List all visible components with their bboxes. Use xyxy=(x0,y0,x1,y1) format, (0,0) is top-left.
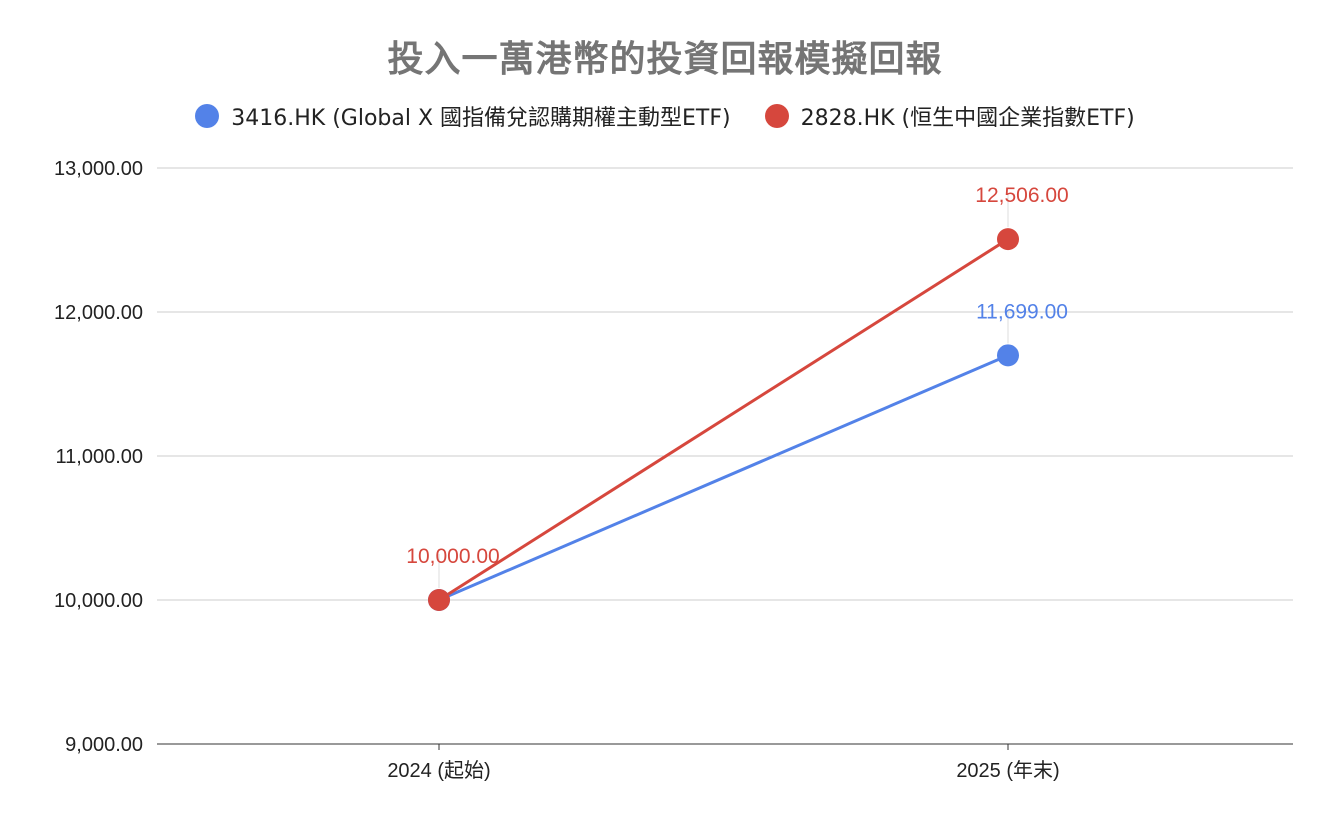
y-tick-label: 11,000.00 xyxy=(56,446,144,468)
legend-swatch-3416 xyxy=(195,104,220,128)
legend-label-3416: 3416.HK (Global X 國指備兌認購期權主動型ETF) xyxy=(231,106,731,131)
series-line-1 xyxy=(438,237,1009,602)
data-label: 10,000.00 xyxy=(406,545,499,568)
y-tick-label: 13,000.00 xyxy=(54,158,143,180)
chart-legend: 3416.HK (Global X 國指備兌認購期權主動型ETF) 2828.H… xyxy=(0,100,1330,132)
x-tick-label: 2024 (起始) xyxy=(387,759,490,782)
legend-label-2828: 2828.HK (恒生中國企業指數ETF) xyxy=(800,106,1135,131)
series-point-1 xyxy=(428,589,450,611)
y-tick-label: 9,000.00 xyxy=(65,734,143,756)
data-label: 12,506.00 xyxy=(975,184,1068,207)
data-label: 11,699.00 xyxy=(976,300,1068,323)
series-point-1 xyxy=(997,228,1019,251)
legend-item-2828[interactable]: 2828.HK (恒生中國企業指數ETF) xyxy=(764,100,1135,132)
y-tick-label: 10,000.00 xyxy=(54,590,143,612)
y-tick-label: 12,000.00 xyxy=(54,302,143,324)
legend-swatch-2828 xyxy=(764,104,789,128)
x-tick-label: 2025 (年末) xyxy=(956,759,1059,782)
series-point-0 xyxy=(997,344,1019,367)
chart-title: 投入一萬港幣的投資回報模擬回報 xyxy=(387,39,943,80)
series-line-0 xyxy=(438,353,1009,602)
legend-item-3416[interactable]: 3416.HK (Global X 國指備兌認購期權主動型ETF) xyxy=(195,100,731,132)
